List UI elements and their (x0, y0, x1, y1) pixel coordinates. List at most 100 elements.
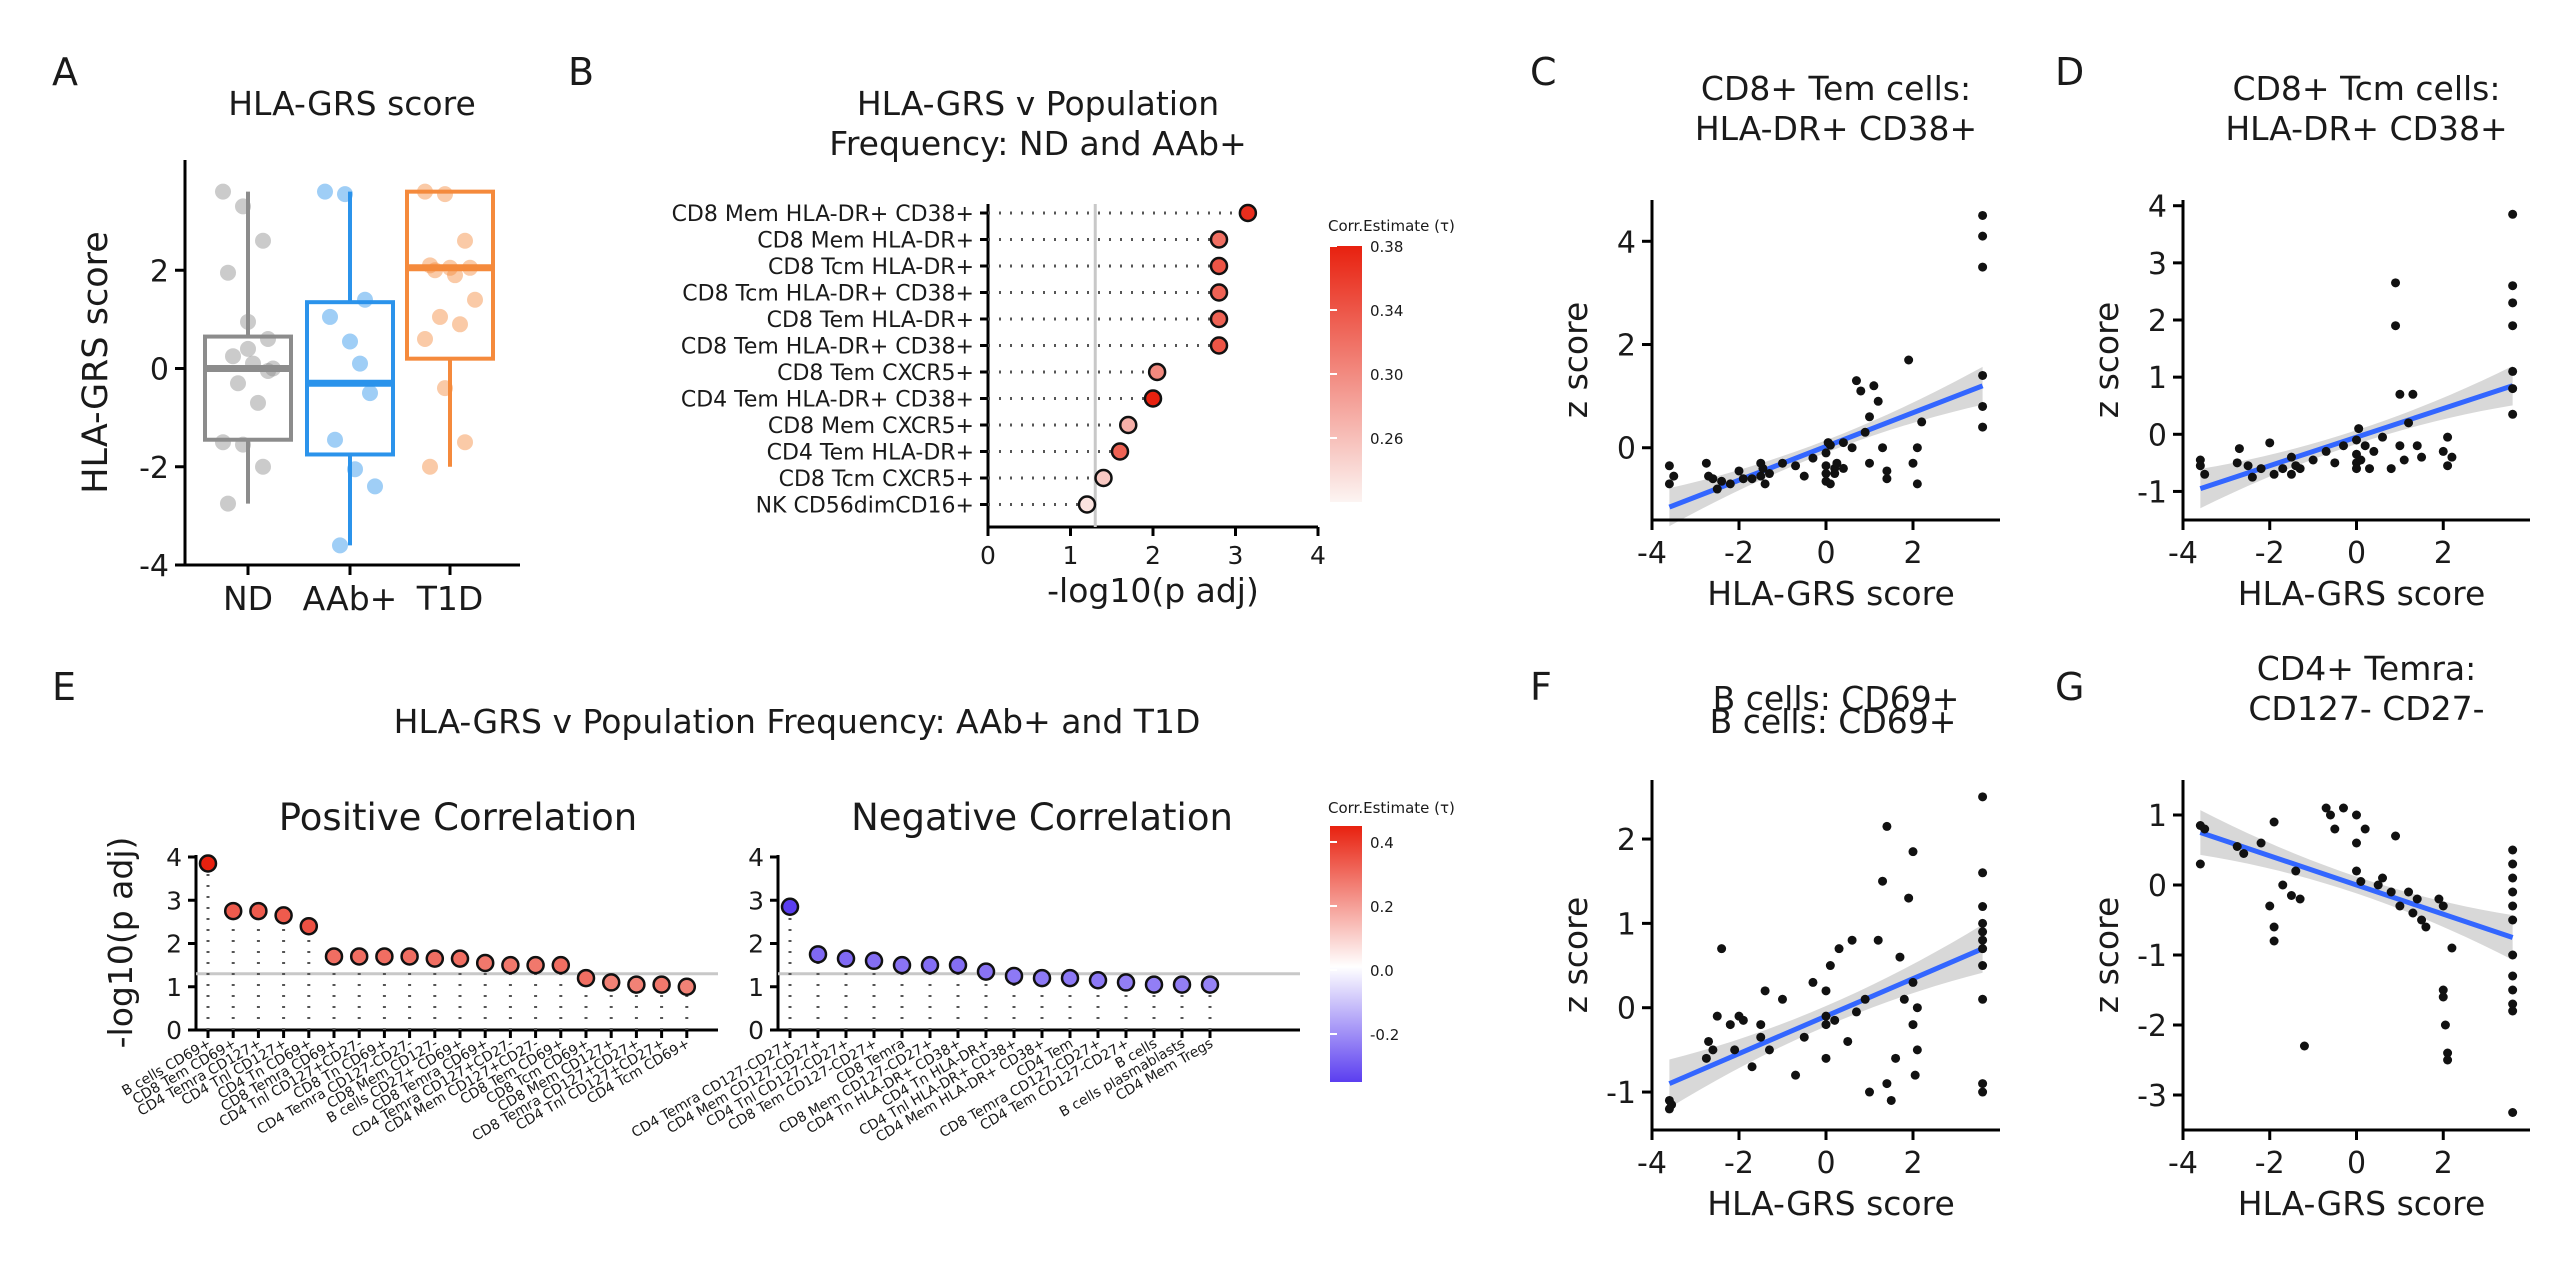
panel-f-point-36 (1882, 1079, 1892, 1089)
panel-e-neg-dot-12 (1116, 973, 1136, 992)
panel-d-point-31 (2391, 321, 2401, 331)
panel-e-pos-ytick-label-4: 4 (166, 843, 182, 872)
panel-d-point-33 (2395, 441, 2405, 451)
panel-f-point-11 (1738, 1015, 1748, 1025)
panel-d-point-28 (2378, 432, 2388, 442)
panel-c-point-45 (1908, 458, 1918, 468)
panel-d-point-49 (2508, 409, 2518, 419)
panel-c-point-35 (1856, 386, 1866, 396)
panel-f-point-40 (1899, 994, 1909, 1004)
panel-a-point-1-8 (367, 478, 383, 495)
panel-g-point-23 (2360, 824, 2370, 834)
panel-d-point-39 (2438, 446, 2448, 456)
panel-a-point-1-5 (362, 385, 378, 402)
panel-letter-e: E (52, 665, 76, 709)
panel-a-point-0-3 (220, 264, 236, 281)
panel-e-neg-ytick-label-3: 3 (748, 886, 764, 915)
panel-f-point-7 (1717, 944, 1727, 954)
panel-e-pos-dot-1 (223, 901, 243, 921)
panel-c-point-14 (1758, 463, 1768, 473)
panel-f-point-50 (1978, 902, 1988, 912)
panel-d-xtick-label-2: 0 (2347, 536, 2366, 571)
panel-g-point-19 (2352, 810, 2361, 820)
panel-g-xtick-label-0: -4 (2168, 1146, 2198, 1181)
panel-a-xtick-label-2: T1D (416, 579, 484, 618)
panel-e-pos-dot-4 (299, 916, 319, 936)
panel-f-point-2 (1667, 1100, 1677, 1110)
panel-d-point-24 (2356, 455, 2366, 465)
panel-f-point-52 (1978, 927, 1988, 937)
panel-g-point-1 (2195, 859, 2205, 869)
panel-g-point-53 (2508, 1108, 2518, 1117)
panel-f-point-23 (1821, 1053, 1831, 1063)
panel-d-point-9 (2269, 469, 2279, 479)
panel-g-ytick-label-1: -2 (2137, 1009, 2167, 1044)
panel-b-category-label-5: CD8 Tem HLA-DR+ CD38+ (681, 335, 974, 360)
panel-g-point-40 (2443, 1055, 2453, 1065)
panel-b-x-label: -log10(p adj) (1047, 571, 1259, 610)
panel-c-point-52 (1978, 370, 1988, 380)
panel-f-point-55 (1978, 961, 1988, 971)
panel-g-xtick-label-2: 0 (2347, 1146, 2366, 1181)
panel-g-y-label: z score (2087, 897, 2126, 1013)
panel-f-ytick-label-1: 0 (1617, 992, 1636, 1027)
panel-g-point-27 (2391, 831, 2401, 841)
panel-g-point-28 (2395, 901, 2405, 911)
panel-g-point-12 (2291, 866, 2301, 876)
panel-b-category-label-8: CD8 Mem CXCR5+ (768, 414, 974, 439)
panel-g-point-29 (2404, 887, 2414, 897)
panel-d-point-3 (2232, 458, 2242, 468)
panel-f-point-56 (1978, 994, 1988, 1004)
panel-d-ytick-label-0: -1 (2137, 475, 2167, 510)
panel-e-pos-dot-3 (274, 906, 293, 925)
panel-c-point-18 (1791, 461, 1801, 471)
panel-g-xtick-label-3: 2 (2434, 1146, 2453, 1181)
panel-d-point-8 (2265, 438, 2275, 448)
panel-a-point-2-1 (437, 186, 453, 203)
panel-f-point-39 (1895, 952, 1905, 962)
panel-d-point-2 (2200, 469, 2210, 479)
panel-c-xtick-label-0: -4 (1637, 536, 1667, 571)
panel-c-point-51 (1978, 262, 1988, 272)
panel-c-point-23 (1821, 469, 1831, 479)
panel-c-title-line-1: CD8+ Tem cells: (1701, 69, 1971, 108)
panel-e-neg-dot-2 (836, 949, 856, 968)
panel-d-x-label: HLA-GRS score (2238, 574, 2486, 613)
panel-d-point-18 (2338, 441, 2348, 451)
panel-b-dot-0 (1238, 203, 1258, 223)
panel-g-point-22 (2356, 877, 2366, 886)
panel-a-point-0-9 (230, 375, 246, 392)
panel-g-point-9 (2269, 936, 2279, 946)
panel-letter-g: G (2055, 665, 2084, 709)
panel-c-point-38 (1865, 412, 1874, 422)
panel-g-point-37 (2438, 992, 2448, 1002)
panel-f-xtick-label-3: 2 (1903, 1146, 1922, 1181)
panel-a-point-1-6 (327, 431, 343, 448)
panel-d-point-30 (2391, 278, 2401, 288)
panel-a-point-2-2 (457, 232, 473, 249)
panel-g-point-4 (2239, 849, 2249, 858)
panel-e-pos-dot-12 (501, 955, 520, 975)
panel-c-point-43 (1882, 474, 1892, 484)
panel-g-ytick-label-4: 1 (2148, 799, 2167, 834)
panel-c-xtick-label-3: 2 (1903, 536, 1922, 571)
panel-g-point-51 (2508, 999, 2518, 1009)
panel-e-pos-dot-13 (526, 955, 545, 975)
panel-d-point-16 (2321, 446, 2331, 456)
panel-f-point-19 (1799, 1032, 1809, 1042)
panel-a-box-2 (405, 189, 495, 361)
panel-g-point-13 (2295, 894, 2305, 904)
panel-c-point-53 (1978, 401, 1988, 411)
panel-f-point-25 (1825, 961, 1835, 971)
panel-a-point-2-9 (432, 308, 448, 325)
panel-e-neg-title: Negative Correlation (851, 796, 1233, 839)
panel-d-point-15 (2308, 455, 2318, 465)
panel-b-category-label-10: CD8 Tcm CXCR5+ (779, 467, 974, 492)
panel-c-point-11 (1747, 474, 1757, 484)
panel-d-ytick-label-3: 2 (2148, 304, 2167, 339)
panel-b-category-label-2: CD8 Tcm HLA-DR+ (768, 255, 974, 280)
panel-e-pos-dot-7 (375, 947, 394, 966)
panel-b-legend-tick-label-1: 0.34 (1370, 302, 1403, 320)
panel-g-point-32 (2417, 915, 2427, 925)
panel-c-point-39 (1869, 381, 1879, 391)
